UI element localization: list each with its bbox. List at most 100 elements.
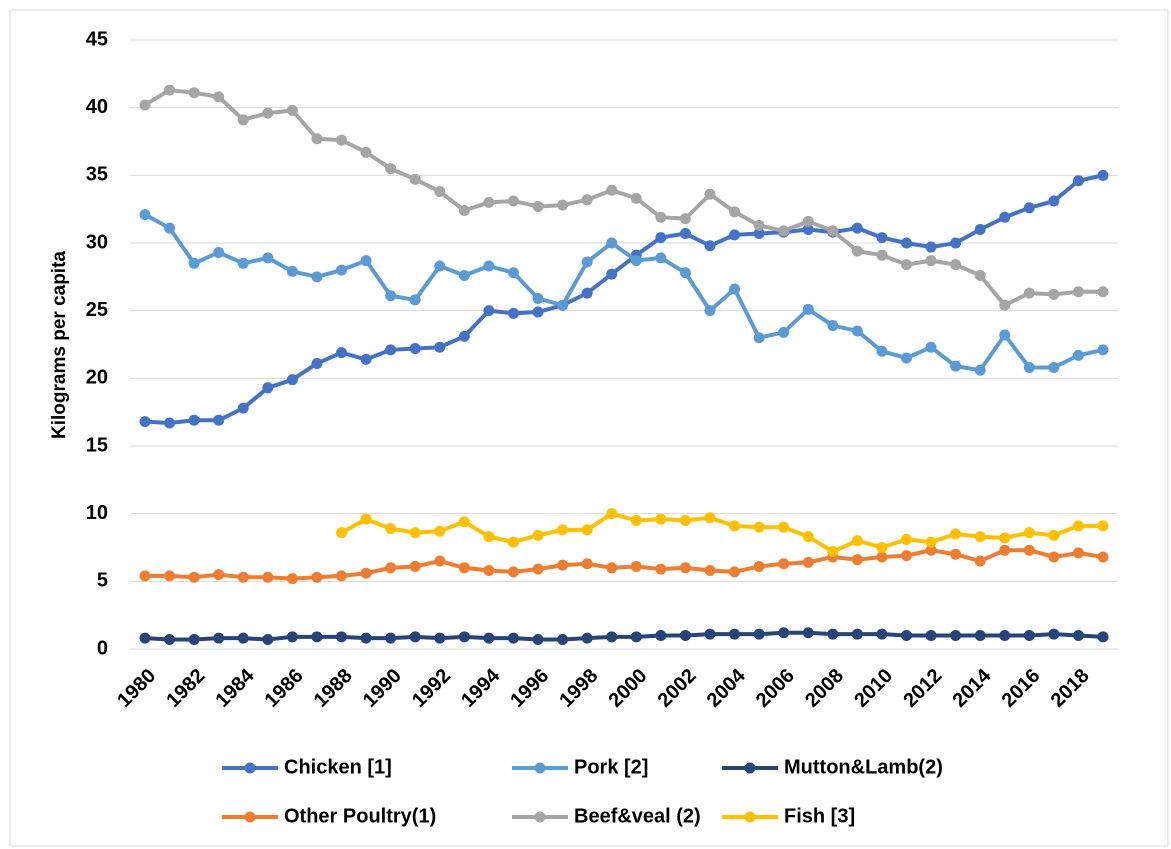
data-point (286, 374, 298, 386)
data-point (1048, 551, 1060, 563)
data-point (655, 563, 667, 575)
data-point (655, 211, 667, 223)
data-point (311, 271, 323, 283)
data-point (679, 213, 691, 225)
y-tick-label: 10 (86, 502, 108, 524)
legend-label: Chicken [1] (284, 756, 392, 778)
data-point (778, 521, 790, 533)
data-point (557, 634, 569, 646)
data-point (507, 307, 519, 319)
data-point (237, 114, 249, 126)
data-point (925, 255, 937, 267)
data-point (802, 556, 814, 568)
data-point (434, 260, 446, 272)
data-point (483, 196, 495, 208)
data-point (164, 634, 176, 646)
data-point (876, 551, 888, 563)
legend-marker (244, 811, 256, 823)
data-point (950, 259, 962, 271)
data-point (139, 209, 151, 221)
data-point (704, 565, 716, 577)
data-point (409, 343, 421, 355)
data-point (532, 634, 544, 646)
data-point (729, 628, 741, 640)
data-point (1048, 362, 1060, 374)
data-point (630, 192, 642, 204)
y-axis-label: Kilograms per capita (49, 251, 70, 439)
series-line (144, 212, 1104, 373)
series-line (144, 630, 1104, 642)
data-point (483, 565, 495, 577)
data-point (1097, 169, 1109, 181)
data-point (900, 629, 912, 641)
data-point (630, 514, 642, 526)
y-tick-label: 20 (86, 367, 108, 389)
data-point (458, 205, 470, 217)
data-point (409, 173, 421, 185)
data-point (213, 632, 225, 644)
data-point (999, 299, 1011, 311)
data-point (262, 634, 274, 646)
data-point (237, 571, 249, 583)
data-point (606, 562, 618, 574)
data-point (1023, 202, 1035, 214)
data-point (679, 514, 691, 526)
data-point (213, 569, 225, 581)
data-point (385, 523, 397, 535)
data-point (778, 225, 790, 237)
series-line (143, 88, 1103, 308)
legend-marker (744, 762, 756, 774)
legend-marker (744, 811, 756, 823)
data-point (802, 303, 814, 315)
series-line (144, 173, 1104, 425)
data-point (262, 107, 274, 119)
y-tick-label: 35 (86, 164, 108, 186)
data-point (483, 305, 495, 317)
data-point (802, 215, 814, 227)
data-point (679, 562, 691, 574)
data-point (532, 563, 544, 575)
data-point (655, 629, 667, 641)
data-point (557, 299, 569, 311)
data-point (213, 414, 225, 426)
data-point (286, 631, 298, 643)
legend-label: Pork [2] (574, 756, 648, 778)
data-point (974, 223, 986, 235)
data-point (262, 571, 274, 583)
data-point (704, 628, 716, 640)
data-point (458, 269, 470, 281)
data-point (434, 632, 446, 644)
data-point (778, 558, 790, 570)
data-point (139, 632, 151, 644)
data-point (434, 555, 446, 567)
legend-label: Other Poultry(1) (284, 805, 436, 827)
data-point (974, 364, 986, 376)
data-point (139, 416, 151, 428)
data-point (851, 245, 863, 257)
data-point (458, 330, 470, 342)
data-point (900, 259, 912, 271)
data-point (1023, 629, 1035, 641)
data-point (507, 632, 519, 644)
y-tick-label: 40 (86, 96, 108, 118)
data-point (1072, 547, 1084, 559)
data-point (606, 237, 618, 249)
data-point (434, 341, 446, 353)
data-point (336, 570, 348, 582)
data-point (188, 87, 200, 99)
data-point (876, 542, 888, 553)
data-point (753, 521, 765, 533)
data-point (802, 627, 814, 639)
legend-marker (534, 762, 546, 774)
data-point (164, 417, 176, 429)
data-point (1048, 529, 1060, 541)
data-point (802, 531, 814, 543)
data-point (336, 631, 348, 643)
data-point (336, 347, 348, 359)
data-point (1097, 344, 1109, 356)
data-point (311, 571, 323, 583)
data-point (286, 573, 298, 585)
data-point (900, 550, 912, 562)
data-point (1072, 520, 1084, 532)
data-point (876, 249, 888, 261)
